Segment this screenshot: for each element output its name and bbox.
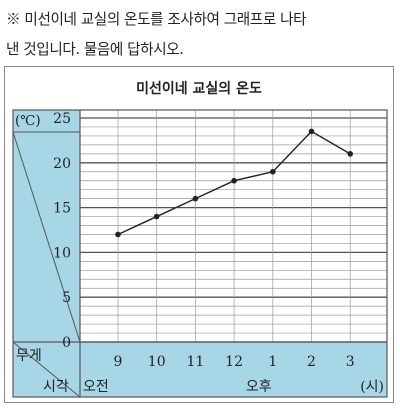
y-tick-label: 10 xyxy=(53,245,71,261)
x-corner-label: 시각 xyxy=(43,379,69,395)
y-tick-label: 15 xyxy=(53,201,71,217)
data-point xyxy=(231,177,237,184)
y-tick-label: 5 xyxy=(62,290,71,306)
x-tick-label: 9 xyxy=(114,354,123,370)
corner-diagonal xyxy=(12,341,81,398)
pm-label: 오후 xyxy=(246,379,272,395)
x-axis-band xyxy=(13,342,387,397)
chart-frame xyxy=(4,66,394,403)
x-tick-label: 3 xyxy=(346,354,355,370)
x-tick-label: 2 xyxy=(307,354,316,370)
y-unit-label: (℃) xyxy=(15,113,41,129)
x-tick-label: 1 xyxy=(268,354,277,370)
data-point xyxy=(153,213,160,220)
grid-box xyxy=(12,109,388,398)
data-point xyxy=(347,151,354,157)
data-point xyxy=(192,195,199,202)
question-line-2: 낸 것입니다. 물음에 답하시오. xyxy=(6,41,184,58)
x-tick-label: 10 xyxy=(148,354,166,370)
question-line-1: ※ 미선이네 교실의 온도를 조사하여 그래프로 나타 xyxy=(6,11,307,28)
y-axis-band xyxy=(13,110,80,342)
y-tick-label: 25 xyxy=(53,111,71,127)
chart-title: 미선이네 교실의 온도 xyxy=(136,81,262,97)
data-point xyxy=(308,128,315,135)
am-label: 오전 xyxy=(83,379,109,395)
y-band-diagonal xyxy=(12,131,81,343)
x-unit-label: (시) xyxy=(360,379,384,395)
y-tick-label: 20 xyxy=(53,156,71,172)
data-point xyxy=(270,168,276,175)
data-point xyxy=(115,231,121,238)
y-tick-label: 0 xyxy=(62,335,71,351)
y-corner-label: 무게 xyxy=(16,348,42,364)
x-tick-label: 11 xyxy=(186,354,204,370)
x-tick-label: 12 xyxy=(225,354,243,370)
question-text: ※ 미선이네 교실의 온도를 조사하여 그래프로 나타 낸 것입니다. 물음에 … xyxy=(6,5,398,65)
